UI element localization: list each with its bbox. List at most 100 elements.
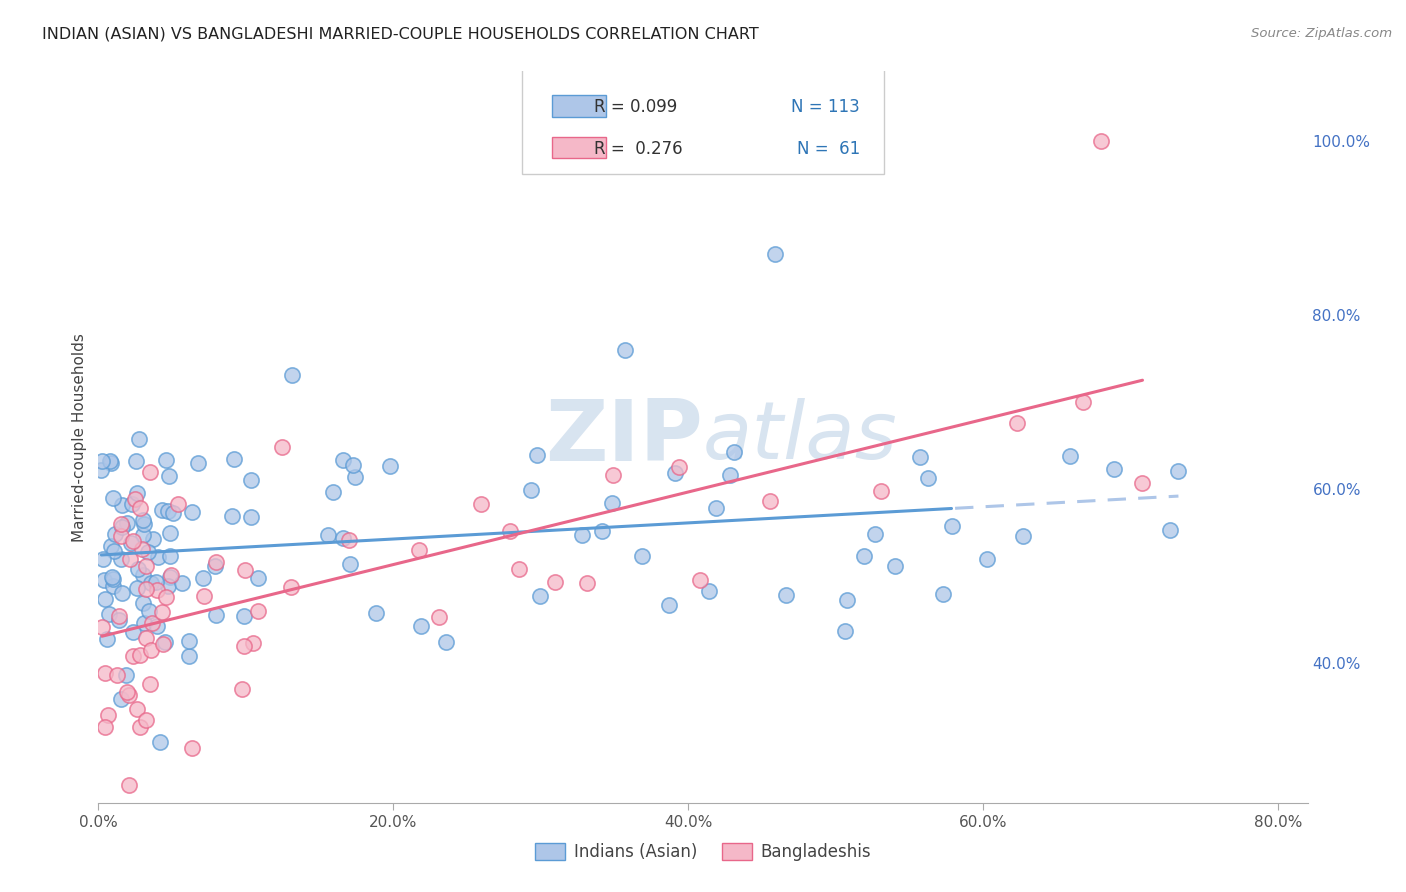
Point xyxy=(115,685,138,699)
Text: atlas: atlas xyxy=(703,398,898,476)
Point xyxy=(159,525,181,540)
Point xyxy=(141,616,163,631)
Point xyxy=(1005,417,1028,431)
Point xyxy=(150,606,173,620)
Point xyxy=(139,575,162,590)
Point xyxy=(231,682,253,697)
FancyBboxPatch shape xyxy=(522,64,884,174)
Point xyxy=(121,648,143,663)
Point xyxy=(332,452,354,467)
Point xyxy=(110,517,132,532)
Point xyxy=(118,688,141,702)
Point xyxy=(155,590,177,604)
Text: R =  0.276: R = 0.276 xyxy=(595,140,683,159)
Point xyxy=(129,720,152,734)
Point xyxy=(121,625,143,640)
Point xyxy=(139,465,162,479)
Point xyxy=(108,608,131,623)
Point xyxy=(157,579,180,593)
Point xyxy=(1167,464,1189,478)
Point xyxy=(1071,395,1094,409)
Point xyxy=(91,551,114,566)
Point xyxy=(668,459,690,474)
Point xyxy=(110,552,132,566)
Point xyxy=(664,466,686,480)
Point xyxy=(543,575,565,590)
Point xyxy=(131,596,153,610)
Point xyxy=(135,713,157,727)
Point xyxy=(136,545,159,559)
Point xyxy=(526,448,548,462)
Point xyxy=(529,589,551,603)
Text: N = 113: N = 113 xyxy=(792,98,860,117)
Point xyxy=(630,549,652,564)
Point xyxy=(240,474,263,488)
Point xyxy=(145,575,167,590)
Legend: Indians (Asian), Bangladeshis: Indians (Asian), Bangladeshis xyxy=(529,836,877,868)
Point xyxy=(122,534,145,549)
Point xyxy=(411,619,433,633)
Point xyxy=(834,624,856,638)
Point xyxy=(97,707,120,722)
Point xyxy=(98,454,121,468)
Point xyxy=(124,454,146,468)
Point xyxy=(697,584,720,599)
Point xyxy=(187,456,209,470)
Point xyxy=(160,567,183,582)
Point xyxy=(427,609,450,624)
Point xyxy=(177,649,200,664)
Point xyxy=(759,494,782,508)
Point xyxy=(247,571,270,585)
Point xyxy=(120,536,142,550)
Text: INDIAN (ASIAN) VS BANGLADESHI MARRIED-COUPLE HOUSEHOLDS CORRELATION CHART: INDIAN (ASIAN) VS BANGLADESHI MARRIED-CO… xyxy=(42,27,759,42)
Point xyxy=(152,503,174,517)
Point xyxy=(96,632,118,646)
Y-axis label: Married-couple Households: Married-couple Households xyxy=(72,333,87,541)
Point xyxy=(135,559,157,574)
Point xyxy=(142,532,165,546)
Point xyxy=(204,559,226,574)
Point xyxy=(121,497,143,511)
Point xyxy=(93,574,115,588)
Point xyxy=(115,516,138,530)
Point xyxy=(318,528,340,542)
Point xyxy=(167,497,190,511)
Point xyxy=(132,513,155,527)
Point xyxy=(172,576,194,591)
Point xyxy=(931,586,953,600)
Point xyxy=(100,539,122,553)
FancyBboxPatch shape xyxy=(553,95,606,117)
Point xyxy=(1102,462,1125,476)
Point xyxy=(159,549,181,563)
Point xyxy=(152,637,174,651)
Text: ZIP: ZIP xyxy=(546,395,703,479)
Point xyxy=(235,563,257,577)
Point xyxy=(271,441,294,455)
Point xyxy=(865,526,887,541)
Point xyxy=(339,558,361,572)
Point xyxy=(1132,475,1154,490)
Point xyxy=(177,633,200,648)
Point xyxy=(146,583,169,598)
Point xyxy=(602,467,624,482)
Point xyxy=(280,580,302,594)
Point xyxy=(101,572,124,586)
Point xyxy=(90,463,112,477)
Point xyxy=(613,343,636,357)
Point xyxy=(232,640,254,654)
Point xyxy=(508,562,530,576)
Point xyxy=(132,517,155,532)
Point xyxy=(132,568,155,582)
Point xyxy=(658,599,681,613)
Point xyxy=(884,559,907,574)
Point xyxy=(93,591,115,606)
Point xyxy=(470,497,492,511)
Point xyxy=(135,582,157,597)
Point xyxy=(571,528,593,542)
Point xyxy=(591,524,613,538)
Point xyxy=(111,519,134,533)
Point xyxy=(205,608,228,623)
Point xyxy=(718,468,741,483)
Point xyxy=(111,585,134,599)
Point xyxy=(434,635,457,649)
